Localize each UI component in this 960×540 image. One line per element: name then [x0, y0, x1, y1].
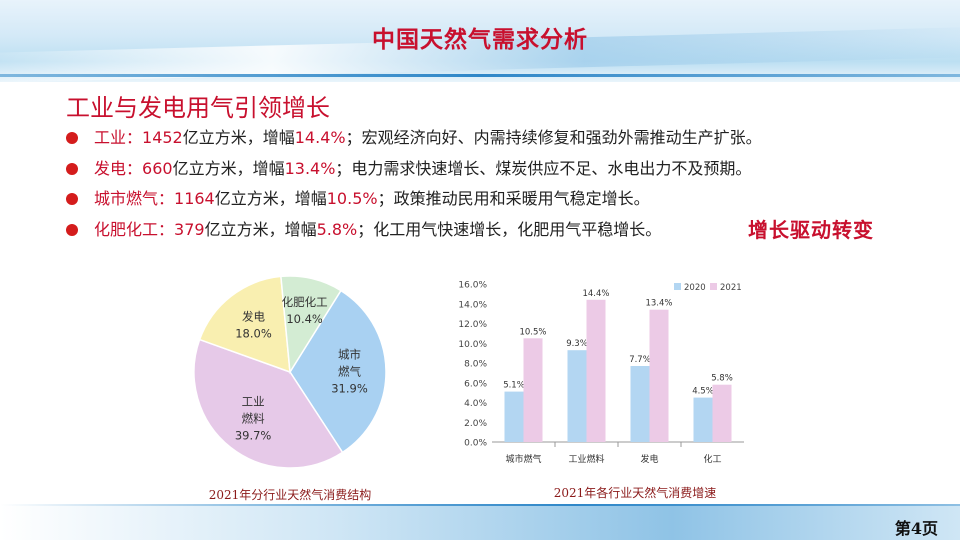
- bullet-value: 1452: [142, 128, 183, 147]
- bullet-unit: 亿立方米，增幅: [214, 189, 327, 208]
- bullet-growth: 14.4%: [294, 128, 346, 147]
- bar-2021: [586, 299, 606, 442]
- header-band: [0, 0, 960, 82]
- bullet-value: 1164: [174, 189, 215, 208]
- pie-slice-value-label: 10.4%: [286, 312, 323, 326]
- bar-2020: [504, 391, 524, 442]
- pie-slice-name-label: 发电: [242, 310, 265, 324]
- bullet-label: 城市燃气：: [94, 189, 175, 208]
- bullet-dot-icon: [66, 162, 78, 175]
- pie-slice: [289, 289, 387, 454]
- x-axis-category-label: 发电: [640, 453, 658, 465]
- pie-slice: [280, 275, 342, 375]
- bullet-item-industry: 工业：1452亿立方米，增幅14.4%；宏观经济向好、内需持续修复和强劲外需推动…: [66, 123, 936, 154]
- y-axis-tick-label: 16.0%: [458, 281, 487, 291]
- bar-value-label: 7.7%: [629, 355, 651, 365]
- bullet-label: 发电：: [94, 158, 143, 178]
- legend-label: 2020: [684, 283, 706, 293]
- bullet-item-power: 发电：660亿立方米，增幅13.4%；电力需求快速增长、煤炭供应不足、水电出力不…: [66, 154, 936, 185]
- section-subtitle: 工业与发电用气引领增长: [66, 94, 330, 122]
- x-axis-category-label: 化工: [703, 453, 721, 465]
- pie-slice-name-label: 燃料: [242, 412, 265, 426]
- bar-value-label: 13.4%: [645, 299, 672, 309]
- page-number: 第4页: [894, 519, 938, 538]
- y-axis-tick-label: 0.0%: [464, 439, 487, 449]
- bar-value-label: 14.4%: [582, 289, 609, 299]
- bullet-label: 化肥化工：: [94, 219, 175, 239]
- bullet-dot-icon: [66, 193, 78, 205]
- bar-2021: [649, 309, 669, 442]
- y-axis-tick-label: 4.0%: [464, 399, 487, 409]
- y-axis-tick-label: 6.0%: [464, 379, 487, 389]
- pie-slice-name-label: 工业: [242, 395, 265, 409]
- bar-2020: [567, 350, 587, 442]
- bar-chart-svg: 0.0% 2.0% 4.0% 6.0% 8.0% 10.0% 12.0% 14.0% 16.0%…: [458, 281, 744, 465]
- bar-chart: 0.0% 2.0% 4.0% 6.0% 8.0% 10.0% 12.0% 14.0% 16.0%…: [452, 272, 752, 472]
- pie-slice-name-label: 城市: [338, 347, 361, 361]
- pie-slice-value-label: 39.7%: [235, 429, 272, 443]
- bar-2020: [693, 397, 713, 442]
- bullet-value: 660: [142, 158, 173, 178]
- pie-slice-name-label: 燃气: [338, 364, 361, 378]
- bullet-text: ；宏观经济向好、内需持续修复和强劲外需推动生产扩张。: [345, 128, 762, 147]
- bullet-item-chemical: 化肥化工：379亿立方米，增幅5.8%；化工用气快速增长，化肥用气平稳增长。: [66, 215, 936, 246]
- pie-slice-value-label: 18.0%: [235, 327, 272, 341]
- pie-slice-value-label: 31.9%: [331, 381, 368, 395]
- y-axis-tick-label: 12.0%: [458, 320, 487, 330]
- bar-value-label: 10.5%: [519, 327, 546, 337]
- bullet-dot-icon: [66, 132, 78, 144]
- bullet-unit: 亿立方米，增幅: [182, 128, 295, 147]
- bullet-unit: 亿立方米，增幅: [172, 158, 285, 178]
- bar-value-label: 5.8%: [711, 374, 733, 384]
- bar-value-label: 9.3%: [566, 339, 588, 349]
- x-axis-category-label: 工业燃料: [568, 453, 604, 465]
- bar-2020: [630, 366, 650, 442]
- bullet-unit: 亿立方米，增幅: [204, 219, 317, 239]
- bar-2021: [712, 384, 732, 442]
- bullet-dot-icon: [66, 223, 78, 236]
- pie-slice-name-label: 化肥化工: [282, 295, 328, 309]
- bullet-list: 工业：1452亿立方米，增幅14.4%；宏观经济向好、内需持续修复和强劲外需推动…: [66, 123, 936, 245]
- bullet-growth: 10.5%: [326, 189, 378, 208]
- bullet-growth: 5.8%: [316, 219, 358, 239]
- y-axis-tick-label: 2.0%: [464, 419, 487, 429]
- y-axis-tick-label: 14.0%: [458, 300, 487, 310]
- pie-chart: 城市燃气 31.9% 工业燃料 39.7% 发电 18.0% 化肥化工 10.4%: [188, 272, 392, 472]
- y-axis-tick-label: 10.0%: [458, 340, 487, 350]
- bullet-label: 工业：: [94, 128, 143, 147]
- pie-chart-svg: 城市燃气 31.9% 工业燃料 39.7% 发电 18.0% 化肥化工 10.4%: [193, 275, 387, 469]
- bullet-text: ；政策推动民用和采暖用气稳定增长。: [377, 189, 650, 208]
- y-axis-tick-label: 8.0%: [464, 360, 487, 370]
- bar-chart-caption: 2021年各行业天然气消费增速: [553, 486, 717, 500]
- bullet-text: ；化工用气快速增长，化肥用气平稳增长。: [357, 219, 662, 239]
- pie-slice: [198, 275, 291, 374]
- header-divider: [0, 74, 960, 77]
- footer-band: [0, 504, 960, 540]
- bullet-value: 379: [174, 219, 205, 239]
- legend-label: 2021: [720, 283, 742, 293]
- bullet-text: ；电力需求快速增长、煤炭供应不足、水电出力不及预期。: [335, 158, 752, 178]
- footer-divider: [0, 504, 960, 506]
- bar-value-label: 4.5%: [692, 387, 714, 397]
- bar-2021: [523, 338, 543, 442]
- growth-driver-callout: 增长驱动转变: [748, 218, 874, 242]
- slide-title: 中国天然气需求分析: [372, 27, 588, 53]
- pie-chart-caption: 2021年分行业天然气消费结构: [208, 488, 372, 502]
- legend-swatch: [674, 283, 681, 290]
- bullet-growth: 13.4%: [284, 158, 336, 178]
- bullet-item-city-gas: 城市燃气：1164亿立方米，增幅10.5%；政策推动民用和采暖用气稳定增长。: [66, 184, 936, 215]
- bar-value-label: 5.1%: [503, 381, 525, 391]
- pie-slice: [193, 338, 344, 469]
- legend-swatch: [710, 283, 717, 290]
- x-axis-category-label: 城市燃气: [505, 453, 541, 465]
